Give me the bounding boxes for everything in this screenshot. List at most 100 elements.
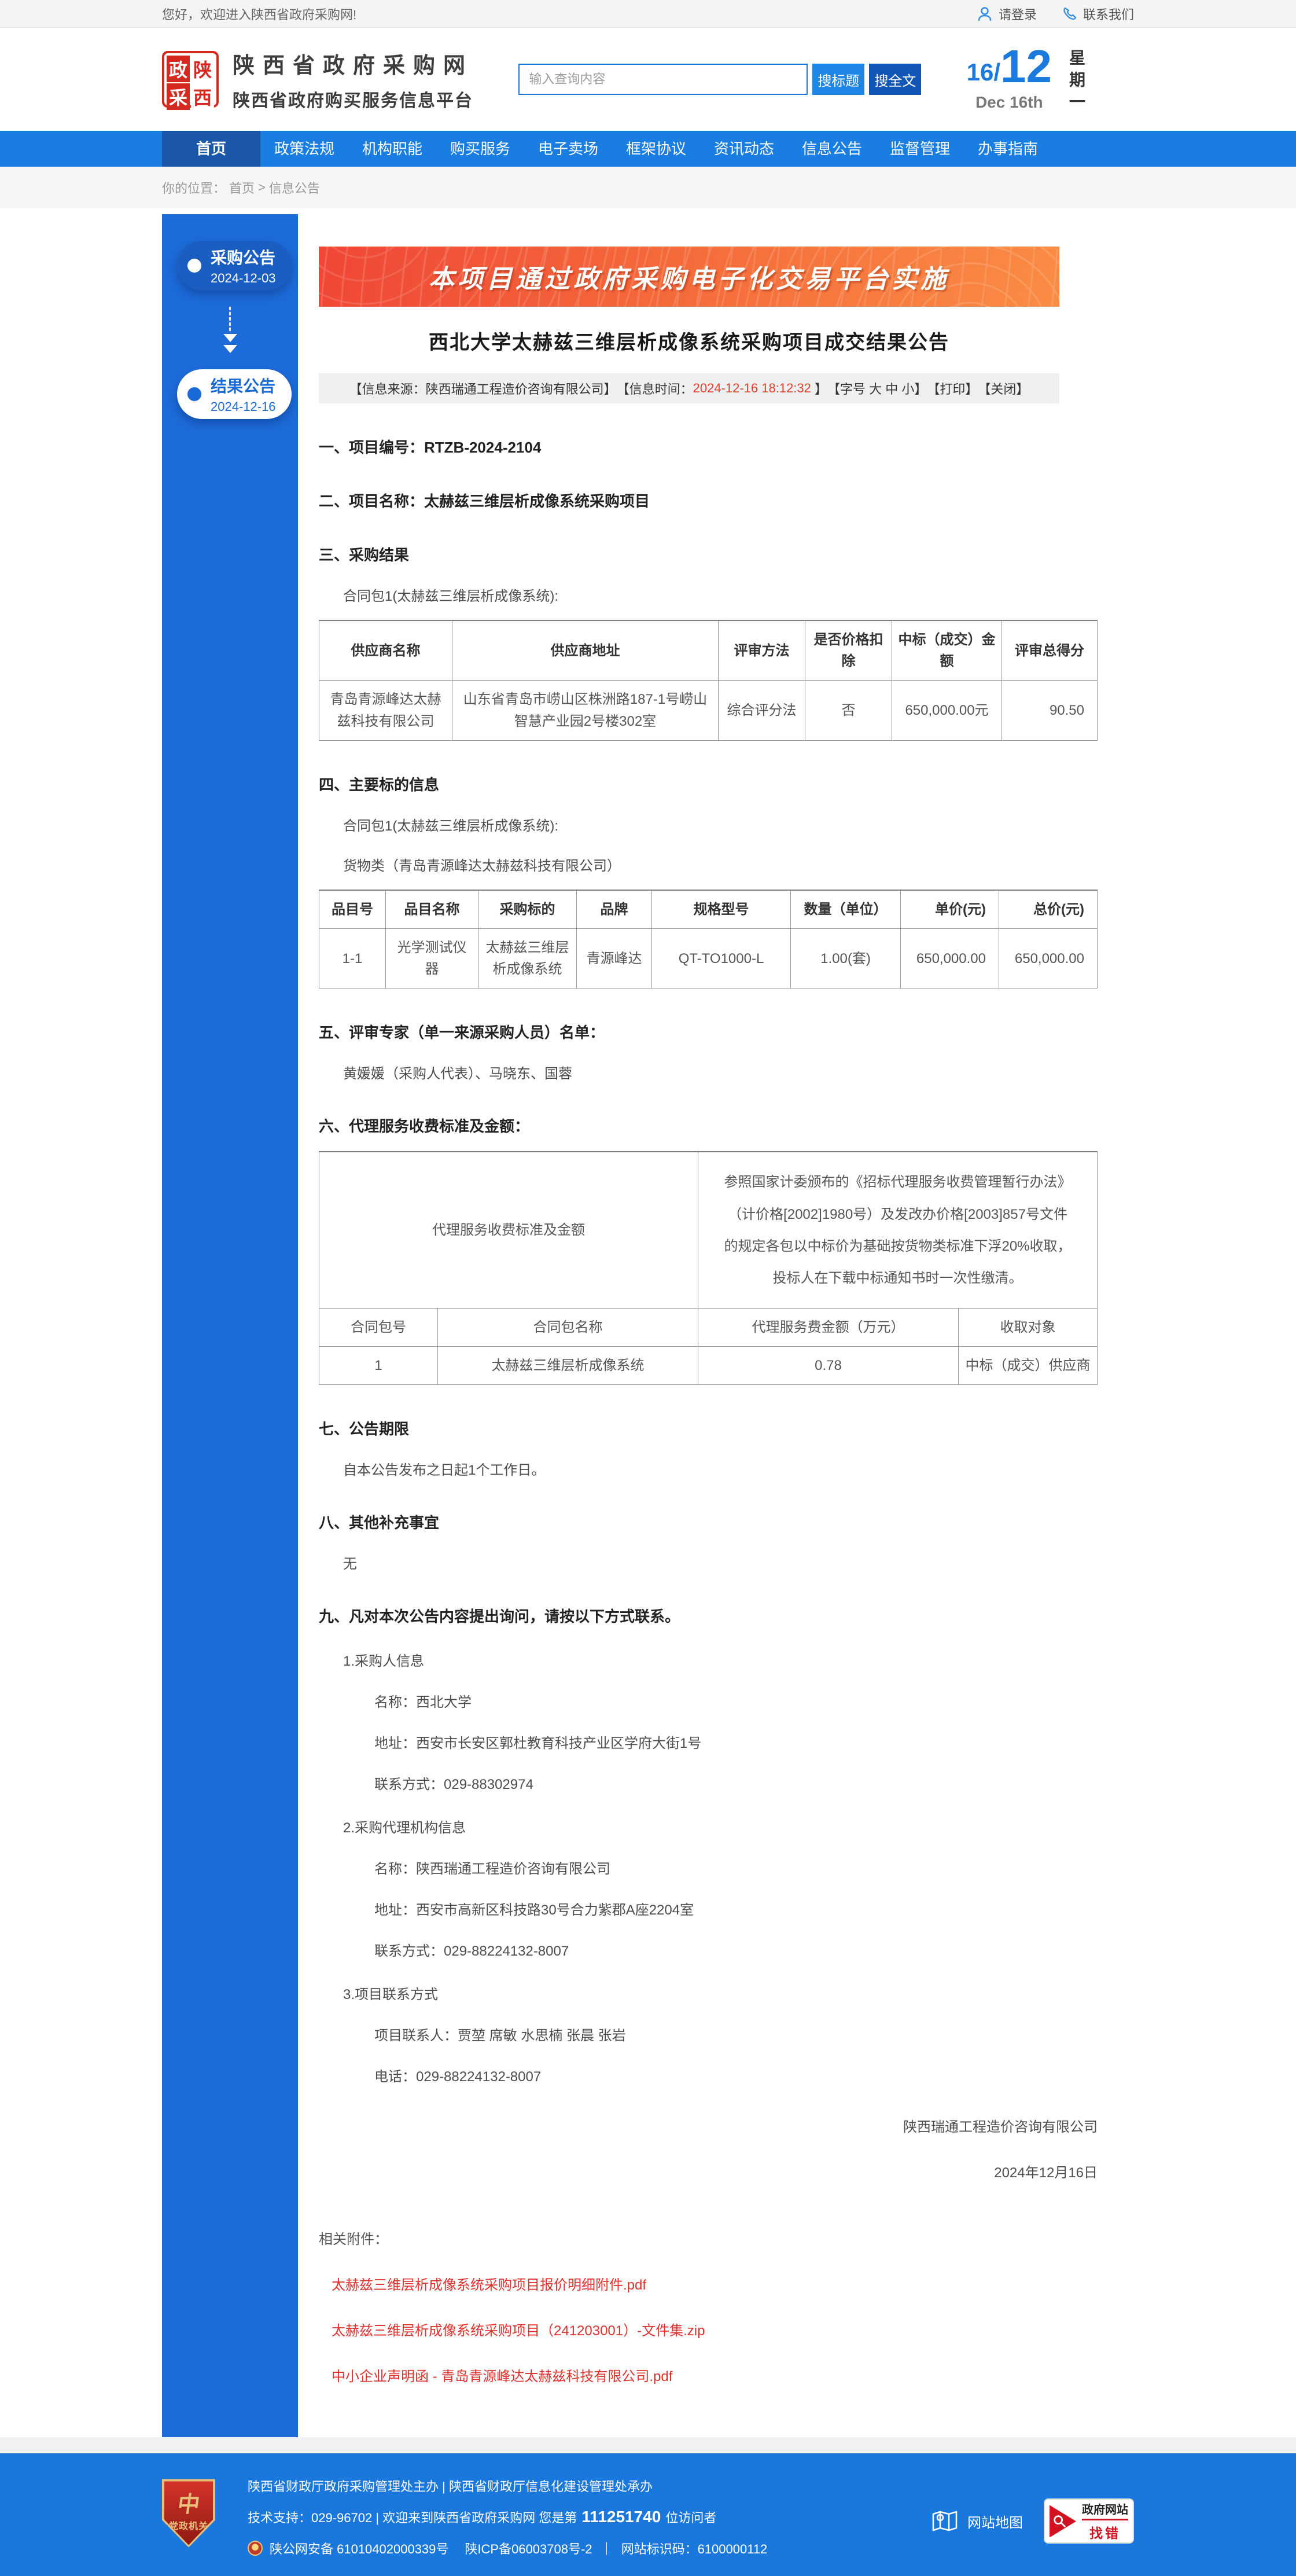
model-cell: QT-TO1000-L [651, 928, 791, 989]
signature-date: 2024年12月16日 [994, 2165, 1098, 2181]
breadcrumb-home-link[interactable]: 首页 [229, 181, 255, 196]
seal-char: 采 [167, 83, 190, 110]
item-name-cell: 光学测试仪器 [385, 928, 478, 989]
font-size-control[interactable]: 【字号 大 中 小】 [827, 382, 927, 396]
breadcrumb-separator: > [258, 180, 266, 194]
column-header: 收取对象 [958, 1308, 1098, 1347]
goods-category-note: 货物类（青岛青源峰达太赫兹科技有限公司） [343, 858, 621, 874]
nav-item-announcements[interactable]: 信息公告 [801, 140, 862, 157]
sitemap-icon [932, 2511, 958, 2531]
column-header: 品牌 [576, 890, 652, 929]
column-header: 总价(元) [999, 890, 1098, 929]
footer-text-block: 陕西省财政厅政府采购管理处主办 | 陕西省财政厅信息化建设管理处承办 技术支持：… [248, 2474, 767, 2557]
search-bar: 搜标题 搜全文 [518, 64, 922, 95]
table-row: 1-1 光学测试仪器 太赫兹三维层析成像系统 青源峰达 QT-TO1000-L … [319, 928, 1098, 989]
footer-separator: ｜ [600, 2542, 613, 2557]
seal-char: 陕 [191, 56, 214, 82]
column-header: 合同包名称 [437, 1308, 698, 1347]
unit-price-cell: 650,000.00 [900, 928, 999, 989]
user-icon [978, 6, 992, 21]
contact-us-link[interactable]: 联系我们 [1062, 5, 1134, 23]
public-security-filing[interactable]: 陕公网安备 61010402000339号 [270, 2542, 449, 2557]
sidebar-item-date: 2024-12-16 [211, 399, 276, 414]
main-nav: 首页 政策法规 机构职能 购买服务 电子卖场 框架协议 资讯动态 信息公告 监督… [0, 131, 1296, 167]
nav-item-home[interactable]: 首页 [162, 131, 260, 167]
table-row: 代理服务收费标准及金额 参照国家计委颁布的《招标代理服务收费管理暂行办法》（计价… [319, 1151, 1098, 1309]
shield-emblem: 中 [176, 2493, 201, 2518]
items-table: 品目号 品目名称 采购标的 品牌 规格型号 数量（单位） 单价(元) 总价(元)… [319, 889, 1098, 989]
nav-item-news[interactable]: 资讯动态 [713, 140, 774, 157]
column-header: 数量（单位） [790, 890, 901, 929]
nav-item-framework-agreements[interactable]: 框架协议 [625, 140, 686, 157]
icp-filing[interactable]: 陕ICP备06003708号-2 [465, 2542, 592, 2557]
timeline-dot-icon [187, 259, 201, 273]
magnifier-icon [1054, 2515, 1066, 2528]
agency-address: 地址：西安市高新区科技路30号合力紫郡A座2204室 [374, 1902, 694, 1919]
column-header: 单价(元) [900, 890, 999, 929]
footer-organizer-line: 陕西省财政厅政府采购管理处主办 | 陕西省财政厅信息化建设管理处承办 [248, 2479, 653, 2494]
contact-us-label: 联系我们 [1083, 7, 1134, 22]
nav-item-guide[interactable]: 办事指南 [977, 140, 1038, 157]
search-fulltext-button[interactable]: 搜全文 [869, 64, 922, 95]
column-header: 规格型号 [651, 890, 791, 929]
attachment-link-sme-declaration-pdf[interactable]: 中小企业声明函 - 青岛青源峰达太赫兹科技有限公司.pdf [332, 2369, 673, 2385]
announcement-article: 本项目通过政府采购电子化交易平台实施 西北大学太赫兹三维层析成像系统采购项目成交… [298, 214, 1135, 2437]
experts-list: 黄媛媛（采购人代表）、马晓东、国蓉 [343, 1066, 572, 1082]
print-button[interactable]: 【打印】 [927, 382, 978, 396]
nav-item-functions[interactable]: 机构职能 [362, 140, 422, 157]
e-trading-platform-banner: 本项目通过政府采购电子化交易平台实施 [319, 247, 1059, 307]
sidebar-item-procurement-announcement[interactable]: 采购公告 2024-12-03 [177, 241, 292, 291]
error-report-flag-icon [1050, 2505, 1076, 2538]
package-name-cell: 太赫兹三维层析成像系统 [437, 1346, 698, 1386]
section-9-contact-info: 九、凡对本次公告内容提出询问，请按以下方式联系。 [319, 1608, 680, 1626]
shield-label: 党政机关 [168, 2522, 208, 2532]
announcement-meta-bar: 【信息来源：陕西瑞通工程造价咨询有限公司】 【信息时间： 2024-12-16 … [319, 373, 1059, 403]
site-logo[interactable]: 政 陕 采 西 陕西省政府采购网 陕西省政府购买服务信息平台 [162, 47, 473, 112]
contract-package-note: 合同包1(太赫兹三维层析成像系统): [343, 589, 558, 604]
phone-icon [1063, 7, 1077, 20]
agency-info-title: 2.采购代理机构信息 [343, 1820, 466, 1836]
pre-footer-strip [0, 2437, 1296, 2454]
date-english: Dec 16th [975, 93, 1043, 111]
sidebar-item-label: 结果公告 [211, 377, 276, 395]
error-report-badge[interactable]: 政府网站 找错 [1044, 2498, 1134, 2544]
login-link[interactable]: 请登录 [977, 5, 1037, 23]
sidebar-item-result-announcement[interactable]: 结果公告 2024-12-16 [177, 369, 292, 419]
section-7-announcement-period: 七、公告期限 [319, 1420, 410, 1438]
date-widget: 16/ 12 Dec 16th 星期一 [966, 43, 1134, 116]
nav-item-supervision[interactable]: 监督管理 [889, 140, 950, 157]
fee-amount-cell: 0.78 [698, 1346, 959, 1386]
site-header: 政 陕 采 西 陕西省政府采购网 陕西省政府购买服务信息平台 搜标题 搜全文 1… [0, 28, 1296, 131]
meta-time-label: 【信息时间： [616, 382, 693, 396]
login-label: 请登录 [998, 7, 1037, 22]
search-title-button[interactable]: 搜标题 [812, 64, 865, 95]
section-6-agency-fee: 六、代理服务收费标准及金额： [319, 1118, 530, 1136]
review-method-cell: 综合评分法 [718, 680, 805, 741]
meta-time-suffix: 】 [811, 382, 828, 396]
sitemap-link[interactable]: 网站地图 [932, 2509, 1023, 2533]
attachment-link-quotation-pdf[interactable]: 太赫兹三维层析成像系统采购项目报价明细附件.pdf [332, 2277, 647, 2294]
site-identification-code: 网站标识码：6100000112 [621, 2542, 768, 2557]
breadcrumb-prefix: 你的位置： [162, 181, 226, 196]
purchaser-info-title: 1.采购人信息 [343, 1653, 425, 1670]
nav-item-policies[interactable]: 政策法规 [274, 140, 334, 157]
purchaser-name: 名称：西北大学 [374, 1695, 472, 1711]
section-2-project-name: 二、项目名称：太赫兹三维层析成像系统采购项目 [319, 493, 650, 510]
sidebar-timeline: 采购公告 2024-12-03 结果公告 2024-12-16 [162, 214, 298, 2438]
date-day: 16/ [966, 58, 1000, 86]
supplier-address-cell: 山东省青岛市崂山区株洲路187-1号崂山智慧产业园2号楼302室 [452, 680, 719, 741]
supplier-name-cell: 青岛青源峰达太赫兹科技有限公司 [319, 680, 452, 741]
section-1-project-number: 一、项目编号：RTZB-2024-2104 [319, 439, 542, 456]
close-button[interactable]: 【关闭】 [978, 382, 1029, 396]
procurement-subject-cell: 太赫兹三维层析成像系统 [478, 928, 577, 989]
date-weekday: 星期一 [1067, 49, 1085, 115]
nav-item-purchase-services[interactable]: 购买服务 [450, 140, 510, 157]
search-input[interactable] [518, 64, 808, 95]
sitemap-label: 网站地图 [967, 2515, 1023, 2531]
public-security-badge-icon [248, 2541, 263, 2556]
table-row: 1 太赫兹三维层析成像系统 0.78 中标（成交）供应商 [319, 1346, 1098, 1386]
column-header: 评审总得分 [1002, 620, 1098, 681]
nav-item-e-marketplace[interactable]: 电子卖场 [537, 140, 598, 157]
attachment-link-fileset-zip[interactable]: 太赫兹三维层析成像系统采购项目（241203001）-文件集.zip [332, 2323, 705, 2339]
timeline-arrow-icon [162, 307, 298, 353]
